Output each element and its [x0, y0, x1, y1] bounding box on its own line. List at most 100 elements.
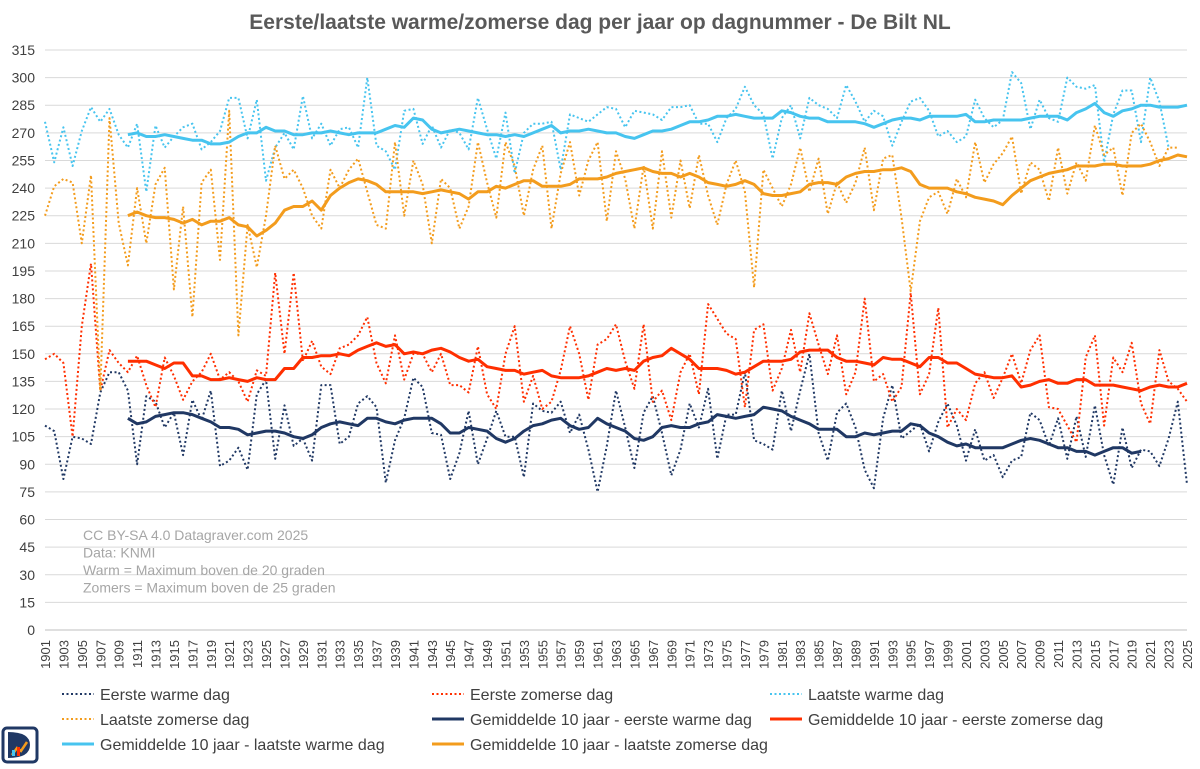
x-axis: 1901 1903 1905 1907 1909 1911 1913 1915 1917 1919…: [38, 629, 1195, 669]
x-tick-label: 1961: [591, 640, 606, 669]
x-tick-label: 2017: [1106, 640, 1121, 669]
x-tick-label: 1909: [112, 640, 127, 669]
legend-label: Gemiddelde 10 jaar - laatste zomerse dag: [470, 737, 768, 754]
source-note: CC BY-SA 4.0 Datagraver.com 2025: [83, 527, 308, 543]
x-tick-label: 1941: [406, 640, 421, 669]
x-tick-label: 1921: [222, 640, 237, 669]
x-tick-label: 1901: [38, 640, 53, 669]
x-tick-label: 2003: [977, 640, 992, 669]
x-tick-label: 1913: [149, 640, 164, 669]
x-tick-label: 2009: [1033, 640, 1048, 669]
x-tick-label: 1951: [498, 640, 513, 669]
y-tick-label: 135: [12, 373, 36, 389]
x-tick-label: 2007: [1014, 640, 1029, 669]
x-tick-label: 1917: [185, 640, 200, 669]
x-tick-label: 2013: [1069, 640, 1084, 669]
source-note: Zomers = Maximum boven de 25 graden: [83, 580, 336, 596]
x-tick-label: 1989: [848, 640, 863, 669]
y-tick-label: 150: [12, 346, 36, 362]
grid: [45, 49, 1187, 631]
series-line-7: [127, 153, 1188, 238]
x-tick-label: 1949: [480, 640, 495, 669]
x-tick-label: 1959: [572, 640, 587, 669]
x-tick-label: 1999: [941, 640, 956, 669]
y-tick-label: 195: [12, 263, 36, 279]
legend-item: Gemiddelde 10 jaar - laatste zomerse dag: [432, 737, 768, 754]
x-tick-label: 2001: [959, 640, 974, 669]
x-tick-label: 1943: [425, 640, 440, 669]
x-tick-label: 1967: [646, 640, 661, 669]
y-tick-label: 180: [12, 291, 36, 307]
x-tick-label: 2019: [1125, 640, 1140, 669]
x-tick-label: 1925: [259, 640, 274, 669]
legend-item: Eerste warme dag: [62, 687, 230, 704]
x-tick-label: 1937: [370, 640, 385, 669]
y-tick-label: 165: [12, 318, 36, 334]
x-tick-label: 2005: [996, 640, 1011, 669]
x-tick-label: 1977: [738, 640, 753, 669]
legend-label: Eerste warme dag: [100, 687, 230, 704]
y-tick-label: 90: [19, 456, 35, 472]
x-tick-label: 1969: [664, 640, 679, 669]
y-tick-label: 210: [12, 235, 36, 251]
series-line-6: [127, 101, 1188, 146]
x-tick-label: 1975: [720, 640, 735, 669]
x-tick-label: 1939: [388, 640, 403, 669]
legend: Eerste warme dag Eerste zomerse dag Laatst…: [62, 687, 1103, 754]
y-tick-label: 240: [12, 180, 36, 196]
x-tick-label: 1953: [517, 640, 532, 669]
x-tick-label: 1905: [75, 640, 90, 669]
x-tick-label: 2025: [1180, 640, 1195, 669]
x-tick-label: 1971: [683, 640, 698, 669]
series-line-1: [44, 262, 1188, 444]
x-tick-label: 1955: [535, 640, 550, 669]
legend-label: Laatste warme dag: [808, 687, 944, 704]
legend-item: Gemiddelde 10 jaar - eerste warme dag: [432, 712, 752, 729]
x-tick-label: 1945: [443, 640, 458, 669]
y-tick-label: 0: [27, 622, 35, 638]
legend-label: Gemiddelde 10 jaar - eerste zomerse dag: [808, 712, 1103, 729]
y-tick-label: 315: [12, 42, 36, 58]
x-tick-label: 1903: [56, 640, 71, 669]
x-tick-label: 1963: [609, 640, 624, 669]
series-line-5: [127, 341, 1188, 393]
x-tick-label: 1997: [922, 640, 937, 669]
y-tick-label: 45: [19, 539, 35, 555]
x-tick-label: 1973: [701, 640, 716, 669]
x-tick-label: 1933: [333, 640, 348, 669]
y-tick-label: 105: [12, 429, 36, 445]
x-tick-label: 2015: [1088, 640, 1103, 669]
x-tick-label: 1987: [830, 640, 845, 669]
series-line-4: [127, 405, 1142, 457]
legend-item: Laatste zomerse dag: [62, 712, 249, 729]
y-tick-label: 75: [19, 484, 35, 500]
legend-item: Eerste zomerse dag: [432, 687, 613, 704]
y-tick-label: 30: [19, 567, 35, 583]
series-line-3: [44, 109, 1178, 392]
source-notes: CC BY-SA 4.0 Datagraver.com 2025 Data: KN…: [83, 527, 336, 596]
legend-label: Gemiddelde 10 jaar - laatste warme dag: [100, 737, 385, 754]
legend-item: Gemiddelde 10 jaar - laatste warme dag: [62, 737, 385, 754]
y-tick-label: 120: [12, 401, 36, 417]
legend-label: Eerste zomerse dag: [470, 687, 613, 704]
y-tick-label: 255: [12, 152, 36, 168]
legend-label: Gemiddelde 10 jaar - eerste warme dag: [470, 712, 752, 729]
x-tick-label: 1911: [130, 640, 145, 668]
y-tick-label: 225: [12, 208, 36, 224]
source-note: Data: KNMI: [83, 545, 155, 561]
y-tick-label: 285: [12, 97, 36, 113]
x-tick-label: 1981: [775, 640, 790, 669]
y-tick-label: 60: [19, 512, 35, 528]
x-tick-label: 1931: [314, 640, 329, 669]
x-tick-label: 1979: [756, 640, 771, 669]
y-tick-label: 15: [19, 594, 35, 610]
legend-item: Gemiddelde 10 jaar - eerste zomerse dag: [770, 712, 1103, 729]
datagraver-logo-icon: [1, 726, 39, 764]
legend-item: Laatste warme dag: [770, 687, 944, 704]
x-tick-label: 1965: [627, 640, 642, 669]
x-tick-label: 1957: [554, 640, 569, 669]
y-tick-label: 270: [12, 125, 36, 141]
series-line-2: [44, 71, 1170, 193]
series-lines: [44, 71, 1188, 493]
